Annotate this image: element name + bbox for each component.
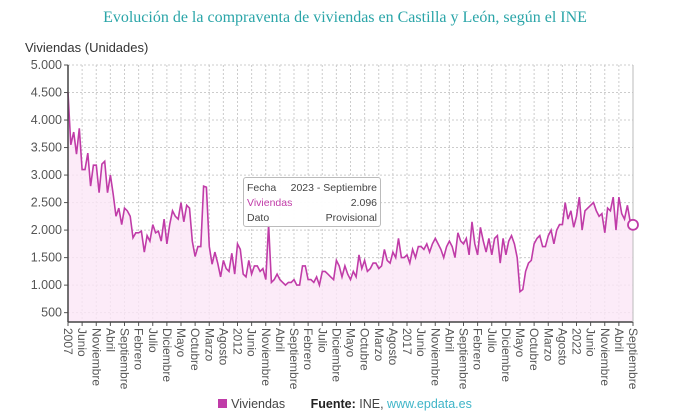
tooltip-dato-label: Dato (247, 212, 270, 224)
y-tick-label: 2.000 (31, 223, 62, 237)
source-link[interactable]: www.epdata.es (387, 397, 472, 411)
y-tick-label: 4.000 (31, 113, 62, 127)
y-tick-label: 4.500 (31, 86, 62, 100)
y-tick-label: 2.500 (31, 196, 62, 210)
tooltip-series-label: Viviendas (247, 197, 293, 209)
legend-swatch (218, 399, 228, 408)
tooltip-dato-value: Provisional (325, 212, 377, 224)
series-line-viviendas (67, 92, 634, 294)
y-tick-label: 3.500 (31, 141, 62, 155)
chart-title: Evolución de la compraventa de viviendas… (103, 9, 587, 26)
y-tick-label: 500 (41, 306, 62, 320)
y-tick-label: 5.000 (31, 58, 62, 72)
tooltip-series-value: 2.096 (350, 197, 377, 209)
tooltip-fecha-value: 2023 - Septiembre (290, 182, 377, 194)
source-text: INE, (359, 397, 384, 411)
legend-label: Viviendas (231, 397, 286, 411)
tooltip-fecha-label: Fecha (247, 182, 277, 194)
series-area (68, 92, 633, 322)
source-label: Fuente: (310, 397, 356, 411)
legend: Viviendas Fuente: INE, www.epdata.es (0, 397, 690, 411)
y-axis-label: Viviendas (Unidades) (25, 40, 149, 55)
y-tick-label: 1.500 (31, 251, 62, 265)
tooltip: Fecha 2023 - Septiembre Viviendas 2.096 Da… (243, 177, 381, 227)
y-tick-label: 1.000 (31, 278, 62, 292)
y-tick-label: 3.000 (31, 168, 62, 182)
highlighted-data-point (627, 218, 639, 231)
legend-item-viviendas[interactable]: Viviendas (218, 397, 285, 411)
